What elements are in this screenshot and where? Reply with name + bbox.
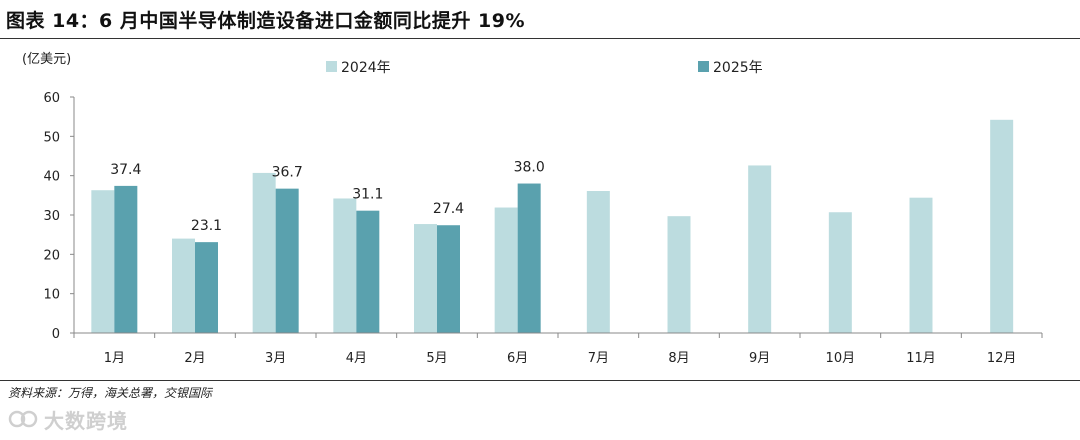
bar-2024	[667, 216, 691, 333]
y-tick-label: 0	[52, 327, 60, 342]
watermark-logo-icon	[8, 410, 38, 428]
y-tick-label: 40	[43, 170, 60, 185]
data-label-2025: 38.0	[514, 160, 545, 176]
y-tick-label: 50	[43, 130, 60, 145]
bar-2025	[356, 210, 380, 333]
title-divider	[0, 38, 1080, 39]
bar-2024	[252, 172, 276, 333]
bar-2024	[494, 207, 518, 333]
bar-2024	[909, 197, 933, 333]
y-axis: 0 10 20 30 40 50 60	[43, 91, 75, 342]
y-tick-label: 10	[43, 288, 60, 303]
x-tick-label: 3月	[265, 351, 286, 366]
bar-chart: (亿美元) 2024年 2025年 0 10 20 30 40 50 60 1月 2月 3月 4月 5…	[22, 52, 1043, 366]
data-labels: 37.4 23.1 36.7 31.1 27.4 38.0	[110, 160, 545, 235]
legend-label: 2024年	[341, 60, 391, 76]
x-tick-label: 2月	[184, 351, 205, 366]
x-tick-label: 12月	[987, 351, 1017, 366]
legend-swatch	[698, 61, 709, 72]
x-tick-label: 5月	[426, 351, 447, 366]
source-divider	[0, 380, 1080, 381]
bar-2025	[517, 183, 541, 333]
x-tick-label: 11月	[906, 351, 936, 366]
bar-2024	[414, 224, 437, 333]
y-tick-label: 30	[43, 209, 60, 224]
x-tick-label: 4月	[346, 351, 367, 366]
source-note: 资料来源：万得，海关总署，交银国际	[8, 386, 213, 400]
bar-2024	[990, 119, 1014, 334]
bar-2024	[91, 190, 115, 333]
figure-title: 图表 14：6 月中国半导体制造设备进口金额同比提升 19%	[6, 10, 525, 32]
x-tick-label: 10月	[826, 351, 856, 366]
bar-2025	[195, 242, 218, 333]
bar-2025	[437, 225, 460, 333]
x-tick-label: 7月	[588, 351, 609, 366]
legend: 2024年 2025年	[326, 60, 763, 76]
x-tick-label: 8月	[668, 351, 689, 366]
x-axis: 1月 2月 3月 4月 5月 6月 7月 8月 9月 10月 11月 12月	[73, 332, 1043, 366]
data-label-2025: 31.1	[352, 187, 383, 203]
data-label-2025: 27.4	[433, 201, 464, 217]
y-tick-label: 60	[43, 91, 60, 106]
bars	[91, 119, 1014, 334]
data-label-2025: 23.1	[191, 218, 222, 234]
bar-2025	[275, 188, 299, 333]
bar-2024	[172, 238, 195, 333]
x-tick-label: 1月	[104, 351, 125, 366]
data-label-2025: 36.7	[272, 165, 303, 181]
y-tick-label: 20	[43, 248, 60, 263]
bar-2024	[586, 191, 610, 333]
bar-2024	[748, 165, 772, 333]
x-tick-label: 6月	[507, 351, 528, 366]
data-label-2025: 37.4	[110, 162, 141, 178]
unit-label: (亿美元)	[22, 52, 71, 67]
legend-swatch	[326, 61, 337, 72]
bar-2024	[828, 212, 852, 333]
bar-2024	[333, 198, 357, 333]
watermark-text: 大数跨境	[44, 408, 128, 433]
watermark: 大数跨境	[8, 404, 128, 434]
bar-2025	[114, 185, 138, 333]
legend-label: 2025年	[713, 60, 763, 76]
x-tick-label: 9月	[749, 351, 770, 366]
